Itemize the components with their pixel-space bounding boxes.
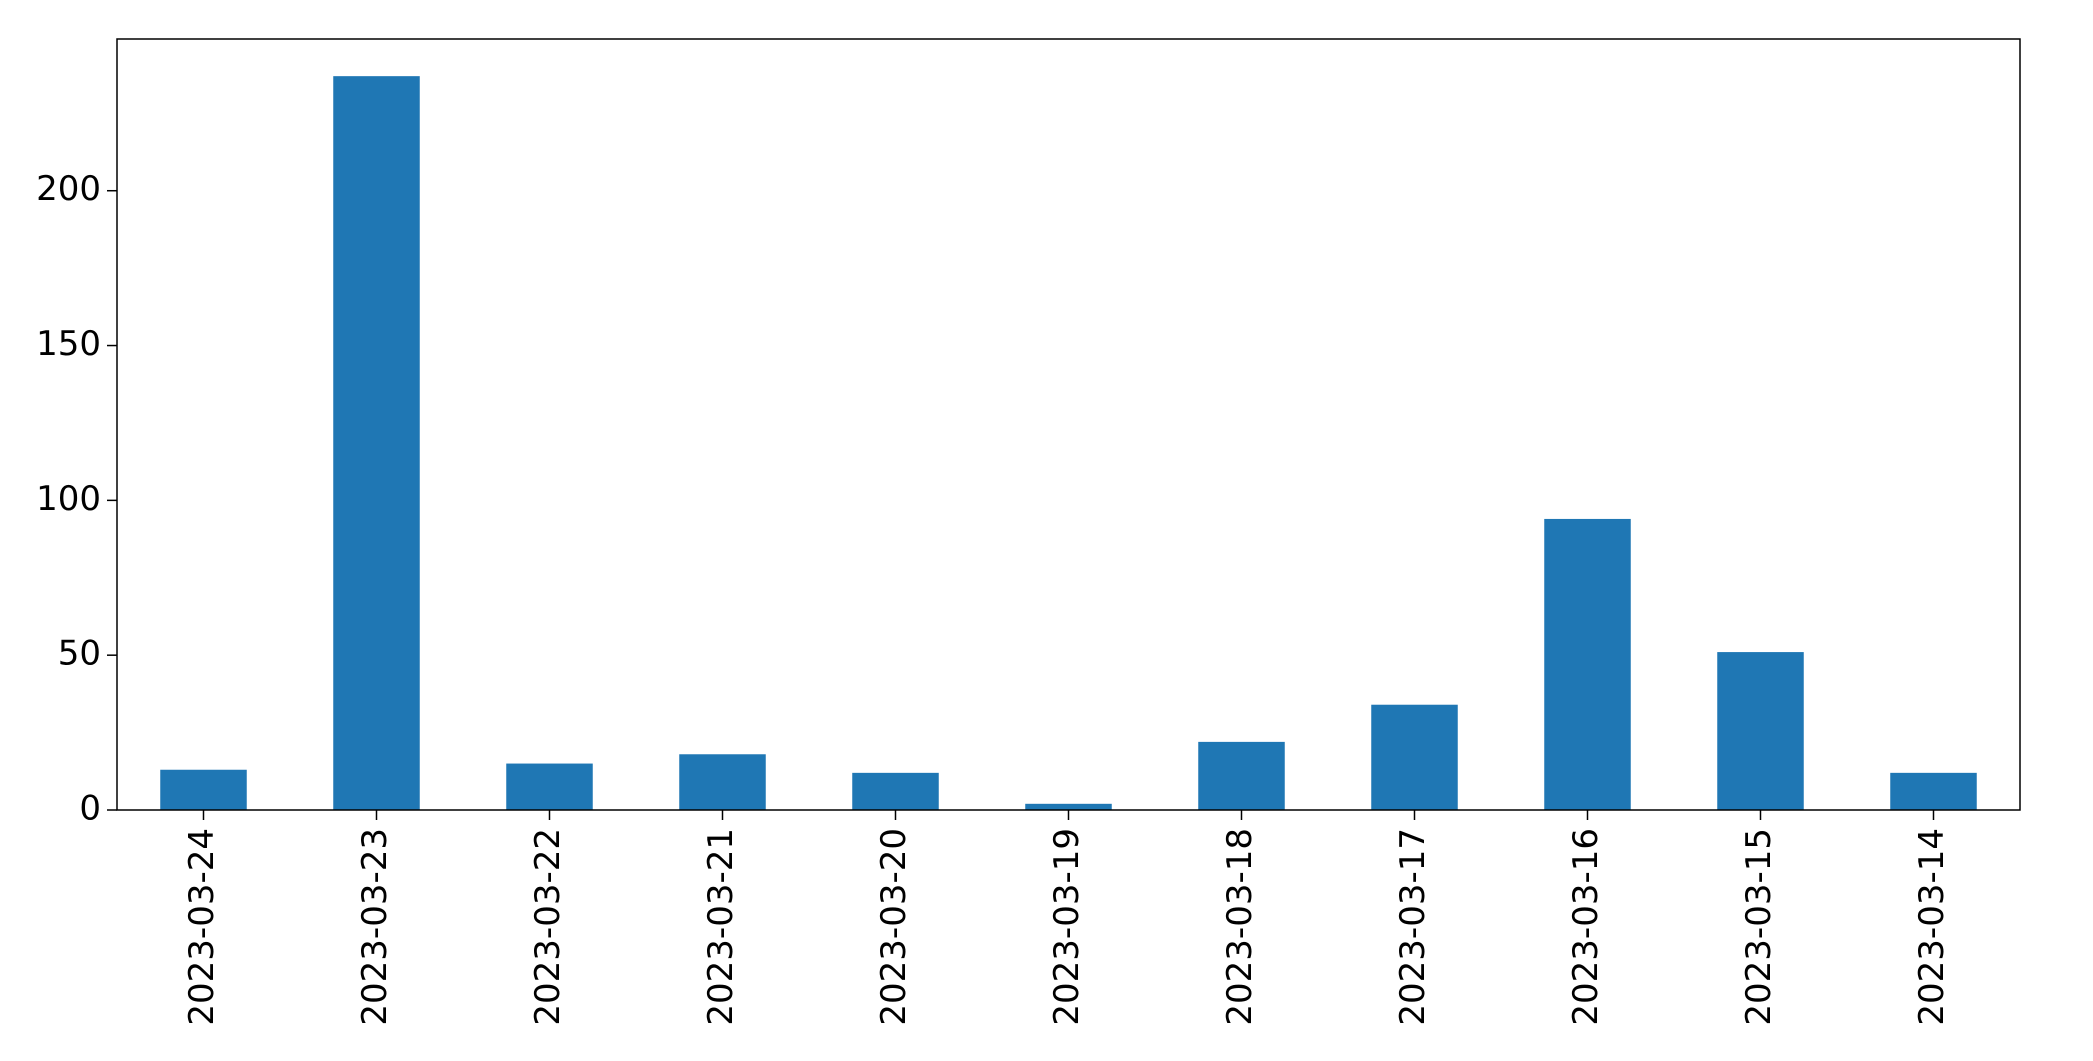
y-tick-label: 200 bbox=[36, 169, 101, 209]
x-tick-label: 2023-03-21 bbox=[701, 828, 741, 1026]
bar-2023-03-22 bbox=[506, 763, 593, 810]
x-tick-label: 2023-03-23 bbox=[355, 828, 395, 1026]
bar-2023-03-18 bbox=[1198, 741, 1285, 810]
x-tick-label: 2023-03-19 bbox=[1047, 828, 1087, 1026]
y-tick-label: 150 bbox=[36, 324, 101, 364]
y-axis: 0 50 100 150 200 bbox=[36, 169, 117, 829]
x-tick-label: 2023-03-20 bbox=[874, 828, 914, 1026]
bar-2023-03-23 bbox=[333, 76, 420, 811]
bar-2023-03-14 bbox=[1890, 772, 1977, 810]
y-tick-label: 0 bbox=[79, 789, 101, 829]
plot-frame bbox=[116, 38, 2021, 811]
bar-2023-03-21 bbox=[679, 754, 766, 810]
bar-2023-03-15 bbox=[1717, 652, 1804, 810]
x-tick-label: 2023-03-18 bbox=[1220, 828, 1260, 1026]
bar-2023-03-17 bbox=[1371, 704, 1458, 810]
x-tick-label: 2023-03-22 bbox=[528, 828, 568, 1026]
bar-2023-03-20 bbox=[852, 772, 939, 810]
y-tick-label: 50 bbox=[58, 634, 101, 674]
x-tick-label: 2023-03-24 bbox=[182, 828, 222, 1026]
x-tick-label: 2023-03-14 bbox=[1912, 828, 1952, 1026]
x-tick-label: 2023-03-17 bbox=[1393, 828, 1433, 1026]
bar-2023-03-24 bbox=[160, 769, 247, 810]
y-tick-label: 100 bbox=[36, 479, 101, 519]
bars-layer bbox=[160, 76, 1977, 811]
bar-2023-03-16 bbox=[1544, 518, 1631, 810]
bar-2023-03-19 bbox=[1025, 803, 1112, 810]
x-tick-label: 2023-03-15 bbox=[1739, 828, 1779, 1026]
x-tick-label: 2023-03-16 bbox=[1566, 828, 1606, 1026]
x-axis: 2023-03-24 2023-03-23 2023-03-22 2023-03-21… bbox=[182, 810, 1952, 1026]
